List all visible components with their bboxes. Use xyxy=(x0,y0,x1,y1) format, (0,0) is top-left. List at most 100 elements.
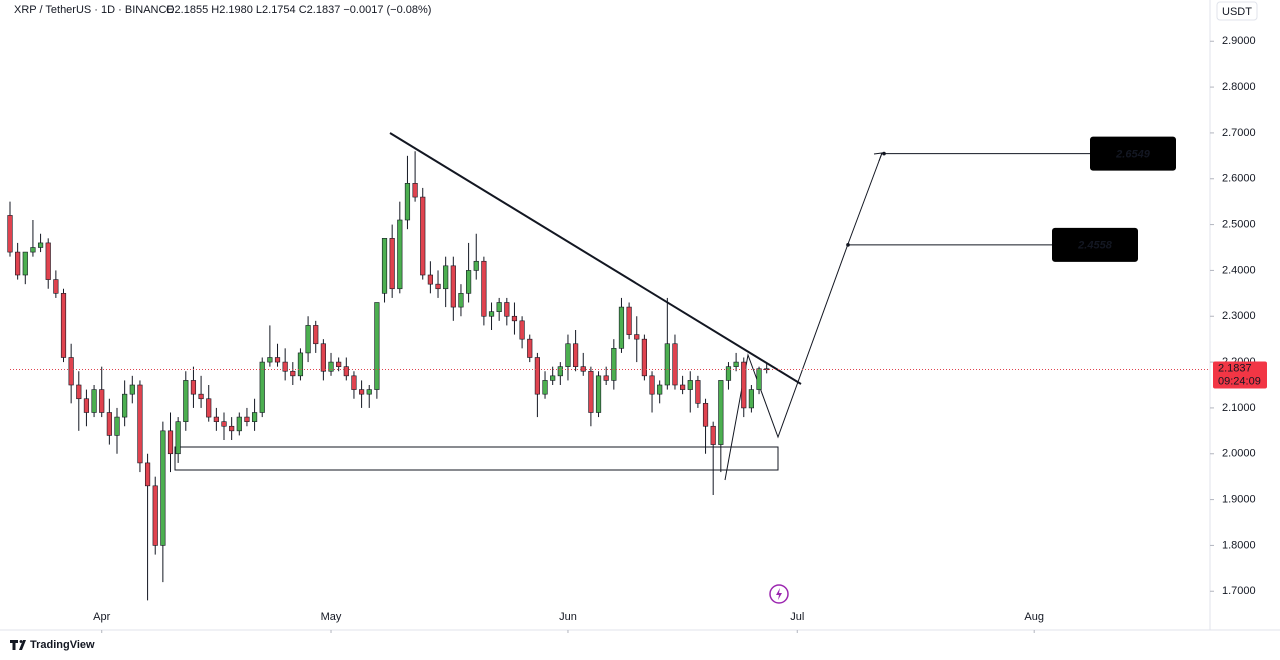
countdown: 09:24:09 xyxy=(1218,375,1261,387)
last-price-label: 2.1837 xyxy=(1218,362,1252,374)
candle-body xyxy=(290,370,296,377)
candle-body xyxy=(733,361,739,367)
candle-body xyxy=(534,357,540,395)
candle-body xyxy=(389,238,395,290)
currency-box[interactable] xyxy=(1216,1,1258,21)
candle-body xyxy=(106,412,112,436)
candle-body xyxy=(427,274,433,285)
candle-body xyxy=(15,251,21,276)
candle-body xyxy=(672,343,678,386)
candle-body xyxy=(144,462,151,487)
lightning-icon[interactable] xyxy=(769,584,789,604)
candle-body xyxy=(702,403,709,427)
candle-body xyxy=(542,380,548,395)
candle-body xyxy=(167,430,174,455)
candle-body xyxy=(30,247,36,253)
brand-logo xyxy=(10,640,26,650)
candle-body xyxy=(343,366,349,377)
candle-body xyxy=(358,389,365,395)
candle-body xyxy=(718,380,724,445)
candle-body xyxy=(320,343,326,372)
candle-body xyxy=(687,380,693,390)
candle-body xyxy=(282,361,288,372)
candle-body xyxy=(710,425,716,445)
candle-body xyxy=(466,270,472,294)
y-tick-label: 2.3000 xyxy=(1222,310,1256,322)
candle-body xyxy=(595,375,602,413)
candle-body xyxy=(60,293,67,358)
candle-body xyxy=(496,302,502,312)
target-box xyxy=(1052,227,1138,262)
candle-body xyxy=(213,416,219,422)
candle-body xyxy=(137,384,143,464)
candle-body xyxy=(450,265,456,308)
candle-body xyxy=(53,279,59,294)
candle-body xyxy=(473,260,479,271)
candle-body xyxy=(206,398,212,418)
symbol-title: XRP / TetherUS · 1D · BINANCE xyxy=(14,4,174,16)
candle-body xyxy=(229,425,235,432)
candle-body xyxy=(366,389,372,395)
x-tick-label: Apr xyxy=(93,611,110,623)
y-tick-label: 2.8000 xyxy=(1222,81,1256,93)
candle-body xyxy=(7,215,13,253)
candle-body xyxy=(504,302,510,317)
candle-body xyxy=(664,343,670,386)
candle-body xyxy=(175,421,181,455)
candle-body xyxy=(251,412,258,422)
candle-body xyxy=(680,384,686,390)
candle-body xyxy=(267,357,273,363)
candle-body xyxy=(336,361,342,367)
candle-body xyxy=(99,389,105,413)
y-tick-label: 2.5000 xyxy=(1222,218,1256,230)
y-tick-label: 2.0000 xyxy=(1222,448,1256,460)
y-tick-label: 1.8000 xyxy=(1222,539,1256,551)
x-tick-label: Aug xyxy=(1024,611,1044,623)
arrow-head xyxy=(873,152,883,162)
candle-body xyxy=(198,393,204,400)
candle-body xyxy=(351,375,357,390)
candle-body xyxy=(557,366,563,377)
candle-body xyxy=(122,393,128,418)
candle-body xyxy=(458,293,464,308)
candle-body xyxy=(412,183,418,198)
y-tick-label: 2.1000 xyxy=(1222,402,1256,414)
projection-path xyxy=(724,152,883,481)
candle-body xyxy=(22,251,28,276)
candle-body xyxy=(374,302,380,390)
candle-body xyxy=(259,361,265,413)
candle-body xyxy=(244,416,250,422)
candle-body xyxy=(435,283,441,290)
candle-body xyxy=(519,320,525,340)
trendline xyxy=(389,132,802,385)
candle-body xyxy=(756,368,762,390)
candle-body xyxy=(641,338,647,377)
candle-body xyxy=(573,343,579,367)
target-point xyxy=(846,243,850,247)
x-tick-label: May xyxy=(321,611,342,623)
candle-body xyxy=(748,389,754,409)
candle-body xyxy=(397,219,403,290)
candle-body xyxy=(305,325,311,354)
candle-body xyxy=(83,398,90,413)
candle-body xyxy=(404,183,411,221)
candle-body xyxy=(580,366,586,372)
x-tick-label: Jul xyxy=(790,611,804,623)
candle-body xyxy=(649,375,655,395)
y-tick-label: 2.9000 xyxy=(1222,35,1256,47)
candle-body xyxy=(657,384,663,395)
y-tick-label: 2.4000 xyxy=(1222,264,1256,276)
target-point xyxy=(882,151,886,156)
candle-body xyxy=(160,430,166,546)
y-tick-label: 2.6000 xyxy=(1222,173,1256,185)
candle-body xyxy=(618,306,625,349)
candle-body xyxy=(190,380,197,395)
target-label: 2.6549 xyxy=(1115,148,1151,160)
candle-body xyxy=(313,325,319,345)
ohlc-text: O2.1855 H2.1980 L2.1754 C2.1837 −0.0017 … xyxy=(166,4,431,16)
candle-body xyxy=(488,311,495,317)
y-tick-label: 1.9000 xyxy=(1222,493,1256,505)
candle-body xyxy=(68,357,74,386)
